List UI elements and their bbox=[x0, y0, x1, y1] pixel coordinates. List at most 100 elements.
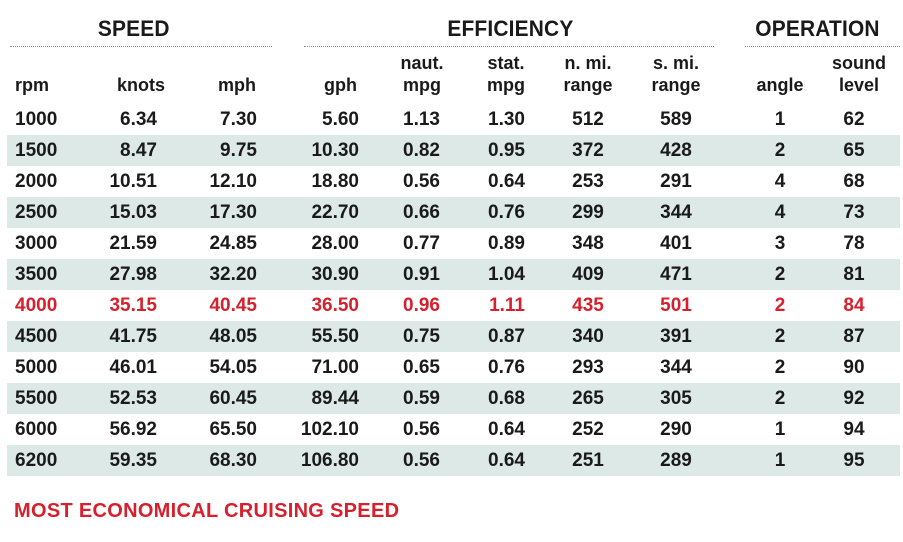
cell-knots: 46.01 bbox=[109, 357, 157, 378]
cell-smi_range: 290 bbox=[660, 419, 692, 440]
cell-naut_mpg: 0.82 bbox=[403, 140, 440, 161]
table-row: 5000 46.01 54.05 71.00 0.65 0.76 293 344 2 90 bbox=[7, 352, 900, 383]
column-header-rpm-line1 bbox=[15, 52, 49, 74]
cell-mph: 17.30 bbox=[209, 202, 257, 223]
cell-sound: 81 bbox=[843, 264, 865, 285]
cell-knots: 10.51 bbox=[109, 171, 157, 192]
group-rule-speed bbox=[10, 46, 272, 47]
cell-sound: 78 bbox=[843, 233, 865, 254]
cell-sound: 95 bbox=[843, 450, 865, 471]
cell-stat_mpg: 0.64 bbox=[488, 450, 525, 471]
column-header-knots-line2: knots bbox=[116, 75, 165, 95]
cell-nmi_range: 512 bbox=[572, 109, 604, 130]
column-header-gph: gph bbox=[267, 52, 357, 96]
cell-sound: 73 bbox=[843, 202, 865, 223]
group-rule-operation bbox=[745, 46, 900, 47]
cell-nmi_range: 299 bbox=[572, 202, 604, 223]
cell-rpm: 3500 bbox=[15, 264, 58, 285]
cell-sound: 65 bbox=[843, 140, 865, 161]
cell-knots: 8.47 bbox=[120, 140, 157, 161]
cell-sound: 68 bbox=[843, 171, 865, 192]
table-row: 4500 41.75 48.05 55.50 0.75 0.87 340 391 2 87 bbox=[7, 321, 900, 352]
cell-stat_mpg: 1.11 bbox=[489, 295, 525, 316]
cell-knots: 15.03 bbox=[109, 202, 157, 223]
table-row: 5500 52.53 60.45 89.44 0.59 0.68 265 305 2 92 bbox=[7, 383, 900, 414]
cell-angle: 2 bbox=[774, 326, 786, 347]
cell-knots: 52.53 bbox=[109, 388, 157, 409]
cell-nmi_range: 435 bbox=[572, 295, 604, 316]
column-header-sound-line2: level bbox=[838, 75, 880, 95]
cell-smi_range: 291 bbox=[660, 171, 692, 192]
column-header-knots-line1 bbox=[75, 52, 165, 74]
cell-stat_mpg: 0.64 bbox=[488, 419, 525, 440]
group-title-speed: SPEED bbox=[97, 16, 170, 41]
column-header-nmi_range: n. mi. range bbox=[543, 52, 633, 96]
cell-stat_mpg: 0.95 bbox=[488, 140, 525, 161]
cell-gph: 106.80 bbox=[300, 450, 359, 471]
cell-mph: 48.05 bbox=[209, 326, 257, 347]
cell-knots: 21.59 bbox=[109, 233, 157, 254]
cell-angle: 4 bbox=[774, 202, 786, 223]
cell-rpm: 6200 bbox=[15, 450, 58, 471]
group-title-operation: OPERATION bbox=[755, 16, 880, 41]
column-header-gph-line1 bbox=[267, 52, 357, 74]
column-header-angle-line2: angle bbox=[756, 75, 804, 95]
column-header-nmi_range-line1: n. mi. bbox=[564, 53, 612, 73]
cell-angle: 2 bbox=[774, 388, 786, 409]
column-header-rpm-line2: rpm bbox=[15, 75, 50, 95]
cell-gph: 22.70 bbox=[311, 202, 359, 223]
cell-nmi_range: 251 bbox=[572, 450, 604, 471]
cell-sound: 90 bbox=[843, 357, 865, 378]
cell-rpm: 2000 bbox=[15, 171, 58, 192]
table-row-highlighted: 4000 35.15 40.45 36.50 0.96 1.11 435 501 2 84 bbox=[7, 290, 900, 321]
cell-stat_mpg: 0.76 bbox=[488, 357, 525, 378]
cell-naut_mpg: 0.96 bbox=[403, 295, 440, 316]
cell-rpm: 1000 bbox=[15, 109, 58, 130]
cell-angle: 1 bbox=[774, 450, 786, 471]
cell-mph: 68.30 bbox=[209, 450, 257, 471]
cell-mph: 12.10 bbox=[209, 171, 257, 192]
cell-naut_mpg: 0.56 bbox=[403, 419, 440, 440]
cell-naut_mpg: 0.77 bbox=[403, 233, 440, 254]
cell-gph: 28.00 bbox=[311, 233, 359, 254]
cell-mph: 9.75 bbox=[220, 140, 257, 161]
cell-naut_mpg: 0.66 bbox=[403, 202, 440, 223]
cell-sound: 62 bbox=[843, 109, 865, 130]
cell-knots: 56.92 bbox=[109, 419, 157, 440]
cell-angle: 1 bbox=[774, 109, 786, 130]
group-title-efficiency: EFFICIENCY bbox=[447, 16, 574, 41]
cell-mph: 24.85 bbox=[209, 233, 257, 254]
cell-smi_range: 391 bbox=[660, 326, 692, 347]
column-header-naut_mpg: naut. mpg bbox=[377, 52, 467, 96]
column-header-knots: knots bbox=[75, 52, 165, 96]
column-header-sound-line1: sound bbox=[832, 53, 886, 73]
cell-gph: 89.44 bbox=[311, 388, 359, 409]
cell-rpm: 5500 bbox=[15, 388, 58, 409]
cell-nmi_range: 348 bbox=[572, 233, 604, 254]
cell-gph: 10.30 bbox=[311, 140, 359, 161]
cell-gph: 71.00 bbox=[311, 357, 359, 378]
cell-rpm: 4500 bbox=[15, 326, 58, 347]
cell-smi_range: 344 bbox=[660, 357, 692, 378]
column-header-naut_mpg-line1: naut. bbox=[400, 53, 444, 73]
cell-stat_mpg: 1.30 bbox=[488, 109, 525, 130]
cell-gph: 30.90 bbox=[311, 264, 359, 285]
column-header-angle: angle bbox=[735, 52, 825, 96]
cell-nmi_range: 265 bbox=[572, 388, 604, 409]
cell-knots: 27.98 bbox=[109, 264, 157, 285]
table-row: 3000 21.59 24.85 28.00 0.77 0.89 348 401 3 78 bbox=[7, 228, 900, 259]
table-row: 2500 15.03 17.30 22.70 0.66 0.76 299 344 4 73 bbox=[7, 197, 900, 228]
cell-mph: 40.45 bbox=[209, 295, 257, 316]
column-header-stat_mpg-line1: stat. bbox=[487, 53, 525, 73]
cell-rpm: 5000 bbox=[15, 357, 58, 378]
cell-mph: 65.50 bbox=[209, 419, 257, 440]
cell-knots: 41.75 bbox=[109, 326, 157, 347]
cell-naut_mpg: 0.56 bbox=[403, 171, 440, 192]
column-header-naut_mpg-line2: mpg bbox=[403, 75, 441, 95]
column-header-gph-line2: gph bbox=[324, 75, 357, 95]
table-row: 2000 10.51 12.10 18.80 0.56 0.64 253 291 4 68 bbox=[7, 166, 900, 197]
cell-rpm: 6000 bbox=[15, 419, 58, 440]
cell-nmi_range: 293 bbox=[572, 357, 604, 378]
cell-rpm: 3000 bbox=[15, 233, 58, 254]
cell-nmi_range: 340 bbox=[572, 326, 604, 347]
